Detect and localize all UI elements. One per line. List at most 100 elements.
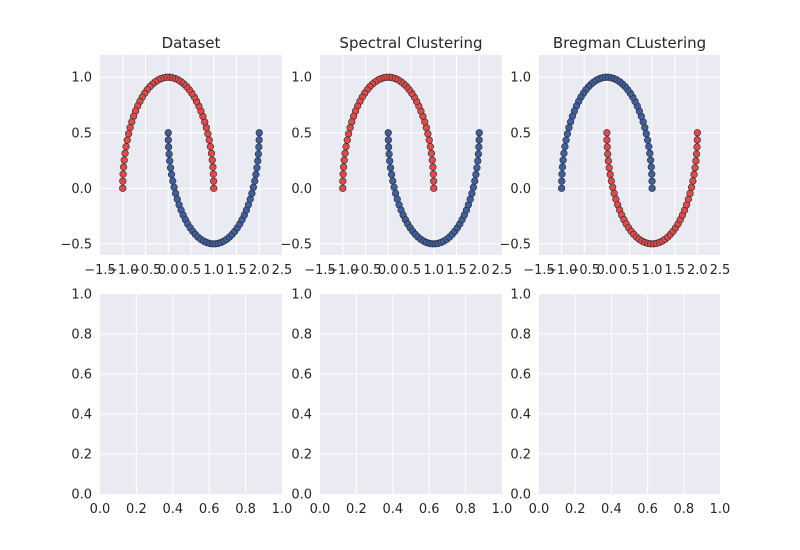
x-tick-label: 0.6 <box>199 502 220 517</box>
axes-background <box>320 294 502 494</box>
x-tick-label: −1.5 <box>84 263 116 278</box>
x-tick-label: 2.0 <box>687 263 708 278</box>
x-tick-label: 0.4 <box>382 502 403 517</box>
scatter-point <box>255 129 263 137</box>
scatter-point <box>126 124 134 132</box>
scatter-point <box>429 170 437 178</box>
scatter-point <box>693 143 701 151</box>
y-tick-label: 1.0 <box>510 288 531 303</box>
scatter-point <box>691 164 699 172</box>
scatter-point <box>166 164 175 172</box>
x-tick-label: −0.5 <box>130 263 162 278</box>
y-tick-label: 0.6 <box>510 368 531 383</box>
scatter-point <box>385 143 393 151</box>
scatter-point <box>558 170 566 178</box>
scatter-point <box>471 177 479 185</box>
scatter-point <box>119 163 128 171</box>
x-tick-label: 1.0 <box>642 263 663 278</box>
x-tick-label: −1.5 <box>523 263 555 278</box>
x-tick-label: 0.0 <box>158 263 179 278</box>
scatter-series-1 <box>558 73 656 192</box>
scatter-point <box>339 184 347 192</box>
subplot-title: Dataset <box>162 34 221 52</box>
scatter-point <box>609 183 617 191</box>
scatter-point <box>120 156 128 164</box>
scatter-point <box>473 164 481 172</box>
scatter-point <box>474 157 482 165</box>
x-tick-label: −0.5 <box>568 263 600 278</box>
scatter-point <box>251 177 259 185</box>
x-tick-label: 0.0 <box>310 502 331 517</box>
scatter-point <box>125 130 133 138</box>
y-tick-label: 1.0 <box>291 288 312 303</box>
x-tick-label: 0.4 <box>162 502 183 517</box>
y-tick-label: −0.5 <box>499 237 531 252</box>
scatter-point <box>341 149 349 157</box>
scatter-point <box>645 143 653 151</box>
x-tick-label: 0.0 <box>378 263 399 278</box>
scatter-point <box>170 183 178 191</box>
grid <box>539 294 720 494</box>
scatter-point <box>121 149 129 157</box>
scatter-point <box>687 183 696 191</box>
x-tick-label: 0.5 <box>619 263 640 278</box>
x-tick-label: −0.5 <box>350 263 382 278</box>
scatter-point <box>559 156 567 164</box>
scatter-point <box>469 183 477 191</box>
scatter-point <box>208 156 216 164</box>
y-tick-label: 0.4 <box>291 408 312 423</box>
scatter-point <box>606 170 614 179</box>
x-tick-label: −1.5 <box>304 263 336 278</box>
scatter-point <box>345 130 353 138</box>
scatter-point <box>122 143 130 151</box>
scatter-point <box>210 177 218 185</box>
y-tick-label: 0.0 <box>71 182 92 197</box>
subplot-title: Bregman CLustering <box>553 34 706 52</box>
scatter-point <box>253 164 261 172</box>
scatter-point <box>254 157 262 165</box>
scatter-series-1 <box>119 73 218 192</box>
y-tick-label: 0.0 <box>510 182 531 197</box>
scatter-point <box>339 170 347 178</box>
scatter-point <box>603 129 611 137</box>
subplot-1: −1.5−1.0−0.50.0 0.5 1.0 1.5 2.0 2.5−0.50.00.5… <box>60 34 292 278</box>
scatter-point <box>384 136 392 144</box>
x-tick-label: 1.5 <box>226 263 247 278</box>
scatter-point <box>430 177 438 185</box>
scatter-series-2 <box>603 129 701 248</box>
grid <box>320 294 502 494</box>
scatter-point <box>169 177 177 185</box>
subplot-title: Spectral Clustering <box>339 34 482 52</box>
x-tick-label: 0.8 <box>673 502 694 517</box>
scatter-point <box>644 136 652 144</box>
x-tick-label: 1.0 <box>710 502 731 517</box>
scatter-point <box>387 170 396 179</box>
scatter-point <box>386 157 394 165</box>
scatter-point <box>647 156 655 164</box>
y-tick-label: 0.0 <box>291 488 312 503</box>
scatter-point <box>560 149 568 157</box>
x-tick-label: 2.0 <box>469 263 490 278</box>
x-tick-label: −1.0 <box>107 263 139 278</box>
scatter-point <box>384 129 392 137</box>
x-tick-label: 0.2 <box>126 502 147 517</box>
y-tick-label: 0.0 <box>510 488 531 503</box>
y-tick-label: 0.2 <box>71 448 92 463</box>
subplot-6: 0.0 0.2 0.4 0.6 0.8 1.0 0.0 0.2 0.4 0.6 0.8 1.0 <box>510 288 730 518</box>
scatter-point <box>339 177 347 185</box>
y-tick-label: 1.0 <box>71 288 92 303</box>
scatter-series-2 <box>164 129 263 248</box>
y-tick-label: 0.8 <box>291 328 312 343</box>
scatter-point <box>206 143 215 151</box>
scatter-point <box>424 130 432 138</box>
axes-background <box>100 294 282 494</box>
scatter-point <box>248 189 256 197</box>
axes-background <box>539 294 720 494</box>
y-tick-label: 0.2 <box>291 448 312 463</box>
scatter-point <box>475 143 483 151</box>
scatter-point <box>209 170 217 178</box>
x-tick-label: 0.4 <box>601 502 622 517</box>
scatter-point <box>647 163 655 171</box>
scatter-point <box>558 163 567 171</box>
scatter-point <box>164 136 172 144</box>
